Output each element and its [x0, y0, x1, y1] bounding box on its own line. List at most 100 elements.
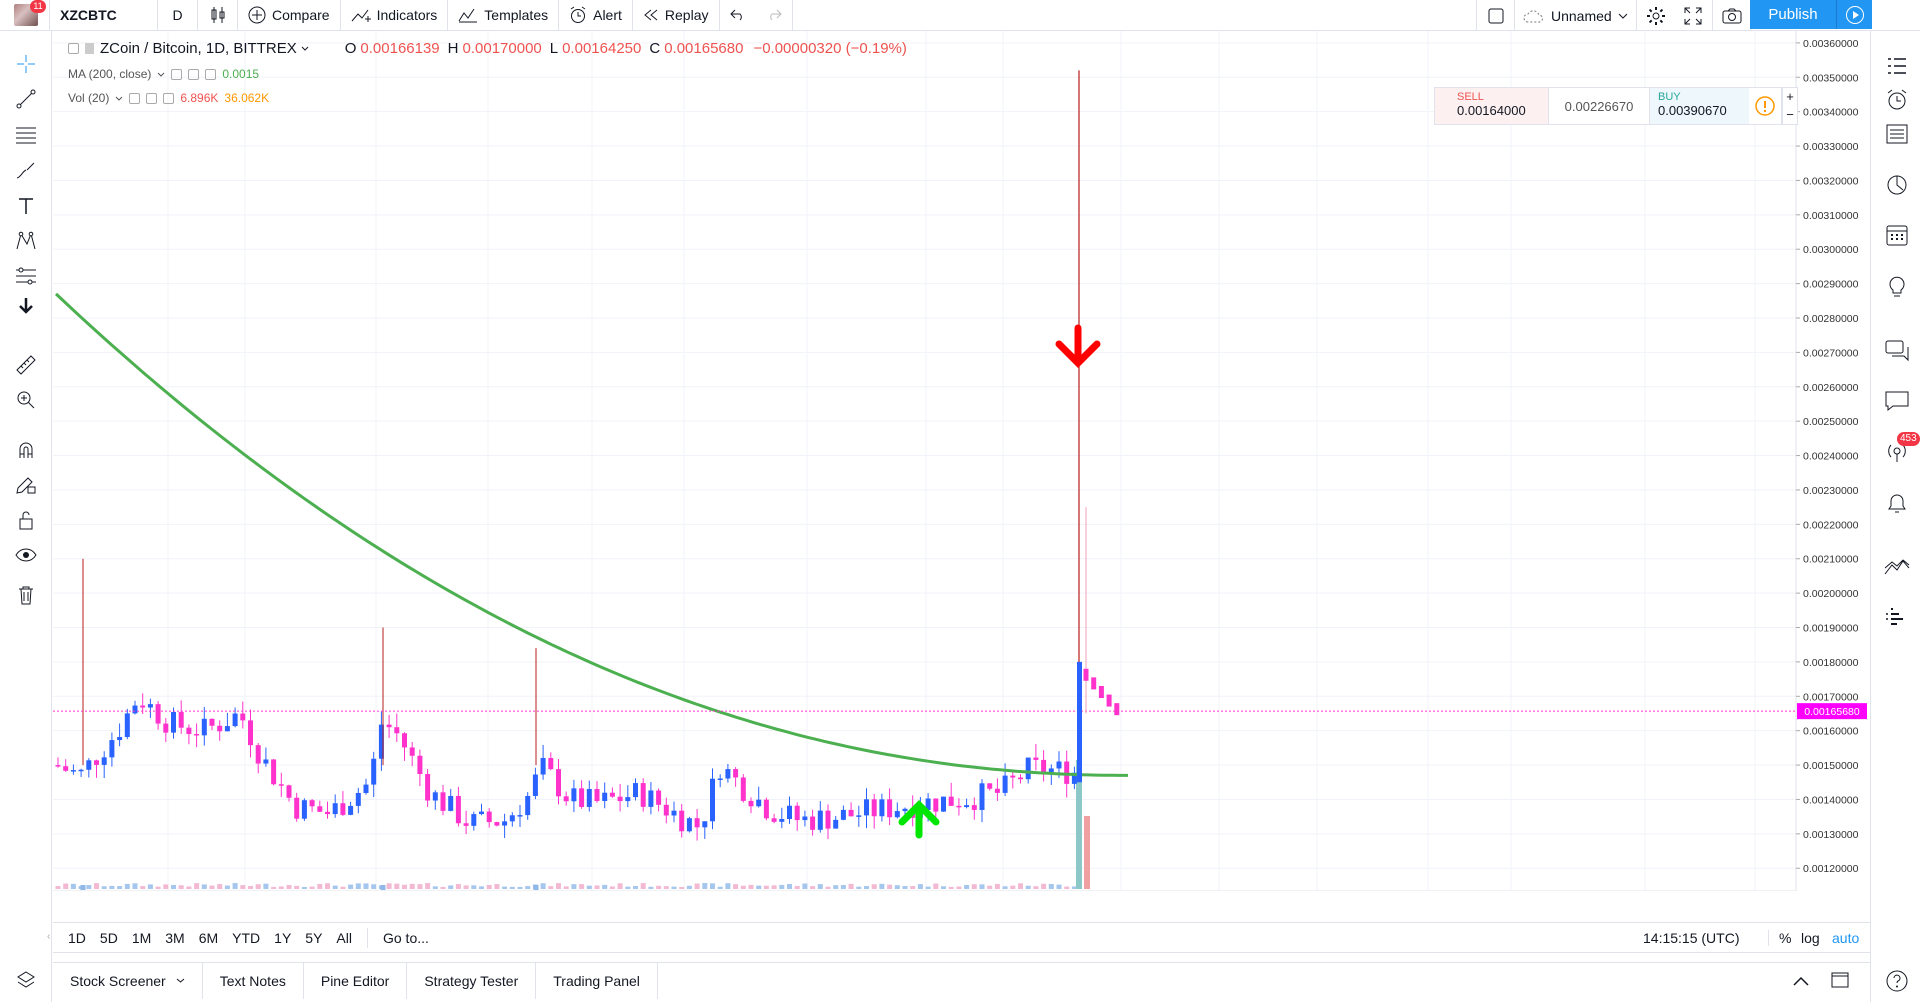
measure-tool[interactable] [13, 352, 39, 378]
y-tick-label: 0.00150000 [1803, 760, 1859, 772]
range-1d[interactable]: 1D [68, 929, 86, 946]
publish-options-button[interactable] [1836, 0, 1872, 29]
ma-remove-button[interactable] [205, 68, 217, 80]
vol-visibility-button[interactable] [129, 92, 141, 104]
post-spike-candle [1091, 677, 1097, 690]
ma-label[interactable]: MA (200, close) [68, 67, 152, 81]
lock-drawings-button[interactable] [13, 507, 39, 533]
ideas-button[interactable] [1883, 272, 1911, 300]
streams-button[interactable] [1883, 337, 1911, 365]
candle-body [471, 814, 477, 826]
vol-settings-button[interactable] [146, 92, 158, 104]
brush-tool[interactable] [13, 158, 39, 184]
collapse-legend-button[interactable] [68, 43, 79, 54]
hotlist-button[interactable] [1883, 171, 1911, 199]
buy-button[interactable]: BUY 0.00390670 [1649, 88, 1749, 124]
range-6m[interactable]: 6M [198, 929, 219, 946]
alerts-panel-button[interactable] [1883, 86, 1911, 114]
object-tree-button[interactable] [13, 967, 39, 993]
series-title[interactable]: ZCoin / Bitcoin, 1D, BITTREX [100, 40, 297, 57]
goto-button[interactable]: Go to... [382, 929, 429, 946]
publish-button[interactable]: Publish [1750, 0, 1836, 29]
volume-bar [440, 886, 446, 889]
candle-body [694, 818, 700, 828]
pattern-tool[interactable] [13, 228, 39, 254]
text-tool[interactable] [13, 193, 39, 219]
interval-button[interactable]: D [158, 0, 198, 31]
volume-bar [810, 886, 816, 889]
magnet-tool[interactable] [13, 437, 39, 463]
arrow-tool[interactable] [13, 293, 39, 319]
range-ytd[interactable]: YTD [232, 929, 261, 946]
stay-in-drawing-tool[interactable] [13, 472, 39, 498]
range-1m[interactable]: 1M [131, 929, 152, 946]
vol-label[interactable]: Vol (20) [68, 91, 110, 105]
volume-bar [733, 884, 739, 889]
price-scale[interactable]: 0.00360000 0.00350000 0.00340000 0.00330000… [1796, 38, 1859, 875]
chart-properties-button[interactable] [1883, 553, 1911, 581]
range-1y[interactable]: 1Y [274, 929, 292, 946]
tab-stock-screener[interactable]: Stock Screener [53, 962, 203, 999]
maximize-panel-button[interactable] [1831, 972, 1849, 991]
sell-button[interactable]: SELL 0.00164000 [1435, 88, 1549, 124]
calendar-button[interactable] [1883, 221, 1911, 249]
tab-strategy-tester[interactable]: Strategy Tester [407, 962, 537, 999]
fullscreen-toggle-button[interactable] [1476, 0, 1514, 31]
data-window-button[interactable] [1883, 120, 1911, 148]
candle-body [432, 792, 438, 801]
depth-of-market-button[interactable] [1883, 603, 1911, 631]
fullscreen-button[interactable] [1674, 0, 1712, 31]
high-label: H [447, 40, 459, 57]
range-5y[interactable]: 5Y [305, 929, 323, 946]
trade-info-button[interactable] [1749, 88, 1781, 124]
percent-toggle[interactable]: % [1768, 929, 1791, 946]
remove-drawings-button[interactable] [13, 582, 39, 608]
clock-time[interactable]: 14:15:15 (UTC) [1643, 929, 1740, 946]
collapse-arrow-icon[interactable]: ‹ [47, 931, 51, 942]
log-toggle[interactable]: log [1801, 929, 1820, 946]
candle-body [278, 784, 284, 786]
candle-body [63, 766, 69, 771]
chevron-down-icon [158, 72, 165, 77]
candle-body [494, 822, 500, 826]
prediction-tool[interactable] [13, 263, 39, 289]
zoom-tool[interactable] [13, 387, 39, 413]
range-all[interactable]: All [336, 929, 352, 946]
snapshot-button[interactable] [1712, 0, 1750, 31]
compare-button[interactable]: Compare [238, 0, 341, 31]
trend-line-tool[interactable] [13, 86, 39, 112]
chart-type-button[interactable] [198, 0, 238, 31]
alert-button[interactable]: Alert [559, 0, 633, 31]
range-3m[interactable]: 3M [165, 929, 185, 946]
tab-text-notes[interactable]: Text Notes [203, 962, 304, 999]
undo-button[interactable] [720, 0, 756, 31]
tab-trading-panel[interactable]: Trading Panel [536, 962, 658, 999]
settings-button[interactable] [1636, 0, 1674, 31]
ma-settings-button[interactable] [188, 68, 200, 80]
templates-button[interactable]: Templates [448, 0, 560, 31]
tab-pine-editor[interactable]: Pine Editor [304, 962, 408, 999]
ma-visibility-button[interactable] [171, 68, 183, 80]
crosshair-tool[interactable] [13, 51, 39, 77]
alerts-bell-button[interactable] [1883, 489, 1911, 517]
collapse-panel-button[interactable] [1793, 973, 1809, 989]
hide-drawings-button[interactable] [13, 542, 39, 568]
layout-menu[interactable]: Unnamed [1514, 0, 1636, 31]
notifications-stream-button[interactable]: 453 [1883, 432, 1920, 466]
minus-button[interactable]: − [1786, 107, 1794, 122]
redo-button[interactable] [756, 0, 793, 31]
plus-button[interactable]: + [1786, 89, 1794, 104]
watchlist-button[interactable] [1883, 52, 1911, 80]
range-5d[interactable]: 5D [99, 929, 118, 946]
indicators-button[interactable]: Indicators [341, 0, 449, 31]
replay-button[interactable]: Replay [633, 0, 720, 31]
auto-toggle[interactable]: auto [1832, 929, 1860, 946]
price-chart[interactable]: 0.00360000 0.00350000 0.00340000 0.00330000… [53, 31, 1870, 891]
fib-tool[interactable] [13, 122, 39, 148]
candle-body [609, 792, 615, 797]
help-button[interactable] [1883, 967, 1911, 995]
vol-remove-button[interactable] [163, 92, 175, 104]
symbol-search[interactable]: XZCBTC [50, 0, 158, 31]
chats-button[interactable] [1883, 387, 1911, 415]
user-avatar[interactable]: 11 [0, 0, 50, 31]
